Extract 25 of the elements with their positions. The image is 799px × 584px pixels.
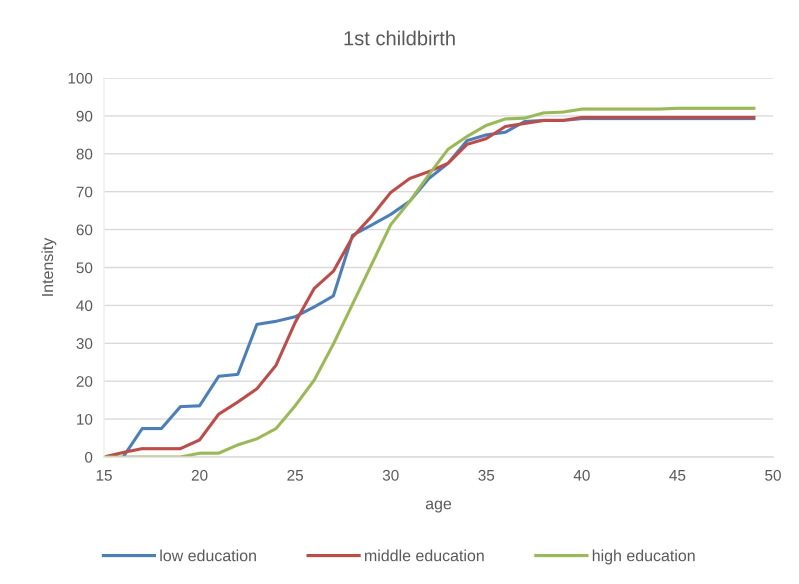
y-axis-title: Intensity [41, 238, 56, 296]
y-tick-label: 40 [76, 300, 92, 312]
y-tick-label: 100 [68, 72, 92, 84]
x-tick-label: 50 [765, 470, 781, 481]
x-tick-label: 35 [478, 470, 494, 481]
x-tick-label: 30 [382, 470, 399, 481]
legend-label: low education [160, 550, 256, 562]
x-tick-label: 15 [96, 470, 112, 481]
x-tick-label: 20 [192, 470, 208, 481]
x-axis-title: age [426, 500, 452, 513]
y-tick-label: 60 [76, 224, 92, 236]
y-tick-label: 20 [76, 376, 92, 387]
y-tick-label: 0 [84, 452, 92, 463]
legend-label: middle education [365, 550, 484, 562]
y-tick-label: 50 [76, 262, 92, 274]
y-tick-label: 70 [76, 186, 92, 198]
y-tick-label: 30 [76, 338, 92, 349]
x-tick-label: 40 [574, 470, 590, 481]
x-tick-label: 25 [287, 470, 303, 481]
legend-label: high education [592, 550, 695, 564]
chart-title: 1st childbirth [344, 30, 455, 46]
x-tick-label: 45 [669, 470, 686, 481]
y-tick-label: 90 [76, 110, 92, 122]
y-tick-label: 10 [77, 414, 92, 425]
y-tick-label: 80 [76, 148, 92, 160]
